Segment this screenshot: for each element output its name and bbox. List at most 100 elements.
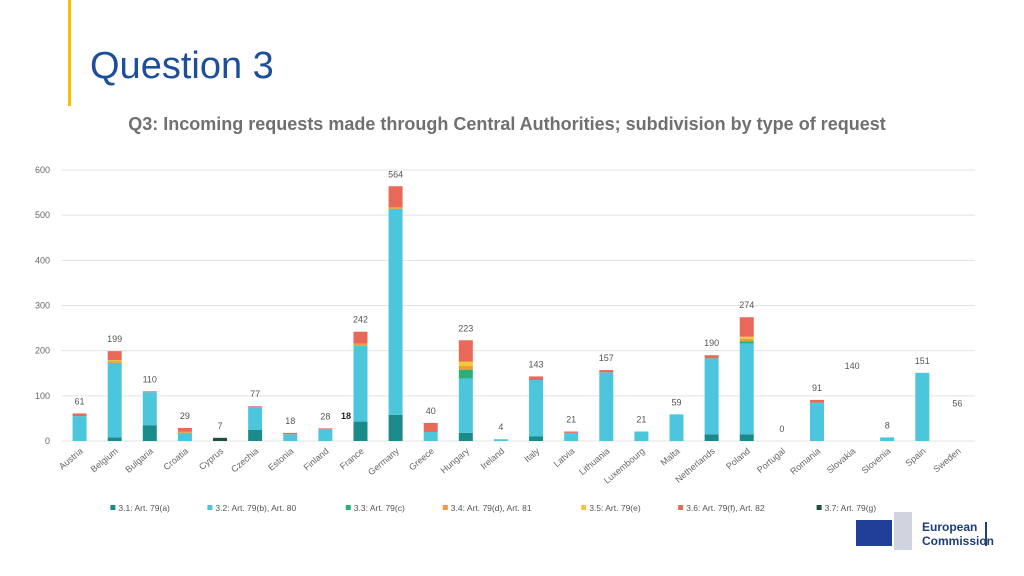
bar-segment [213, 437, 228, 441]
bar-segment [880, 437, 895, 441]
legend-swatch [678, 505, 684, 510]
bar-segment [739, 336, 754, 339]
x-tick-label: Finland [302, 446, 331, 473]
x-tick-label: Lithuania [577, 446, 611, 477]
x-tick-label: Slovenia [860, 446, 893, 476]
bar-segment [529, 436, 544, 441]
bar-segment [388, 208, 403, 415]
bar-segment [739, 317, 754, 337]
total-label: 140 [845, 361, 860, 371]
bar-segment [423, 422, 438, 432]
bar-segment [318, 428, 333, 430]
total-label: 21 [566, 415, 576, 425]
x-tick-label: Ireland [479, 446, 507, 471]
x-tick-label: Spain [904, 446, 928, 468]
bar-segment [388, 207, 403, 209]
total-label: 29 [180, 411, 190, 421]
x-tick-label: Croatia [162, 446, 191, 472]
x-tick-label: Cyprus [197, 446, 226, 472]
logo-rule [985, 522, 987, 546]
bar-segment [704, 355, 719, 359]
x-tick-label: Poland [724, 446, 752, 472]
x-tick-label: Romania [788, 446, 822, 477]
total-label: 157 [599, 353, 614, 363]
bar-segment [739, 338, 754, 342]
x-tick-label: Belgium [89, 446, 120, 475]
x-tick-label: Hungary [439, 446, 472, 476]
total-label: 56 [952, 399, 962, 409]
x-tick-label: Malta [659, 446, 682, 468]
bar-segment [529, 376, 544, 381]
x-tick-label: France [338, 446, 366, 472]
x-tick-label: Latvia [552, 446, 577, 469]
bar-segment [177, 432, 192, 441]
total-label: 61 [75, 396, 85, 406]
x-tick-label: Czechia [229, 446, 260, 475]
legend-swatch [345, 505, 351, 510]
bar-segment [458, 366, 473, 370]
y-tick-label: 200 [35, 346, 50, 356]
bar-segment [142, 392, 157, 426]
total-label: 0 [779, 424, 784, 434]
bar-segment [458, 432, 473, 441]
y-tick-label: 600 [35, 165, 50, 175]
bar-segment [107, 437, 122, 441]
bar-segment [283, 432, 298, 435]
logo-building [894, 512, 912, 550]
x-tick-label: Greece [407, 446, 436, 473]
total-label: 59 [672, 397, 682, 407]
bar-segment [248, 429, 263, 441]
bar-segment [704, 434, 719, 441]
eu-flag [856, 520, 892, 546]
total-label: 28 [320, 411, 330, 421]
chart-title: Q3: Incoming requests made through Centr… [128, 114, 886, 134]
total-label: 242 [353, 315, 368, 325]
bar-segment [809, 402, 824, 441]
bar-segment [458, 369, 473, 379]
y-tick-label: 100 [35, 391, 50, 401]
total-label: 190 [704, 338, 719, 348]
annotation: 18 [341, 411, 351, 421]
total-label: 77 [250, 389, 260, 399]
bar-segment [564, 431, 579, 433]
bar-segment [177, 427, 192, 432]
total-label: 151 [915, 356, 930, 366]
y-tick-label: 400 [35, 255, 50, 265]
legend-label: 3.7: Art. 79(g) [825, 503, 877, 513]
x-tick-label: Portugal [755, 446, 787, 475]
x-tick-label: Estonia [266, 446, 295, 473]
legend-label: 3.4: Art. 79(d), Art. 81 [451, 503, 532, 513]
x-tick-label: Austria [57, 446, 85, 472]
bar-segment [107, 361, 122, 363]
bar-segment [564, 432, 579, 441]
x-tick-label: Sweden [931, 446, 962, 475]
bar-segment [72, 413, 87, 417]
total-label: 110 [143, 374, 157, 384]
legend-swatch [442, 505, 448, 510]
bar-segment [353, 421, 368, 441]
bar-segment [458, 340, 473, 362]
bar-segment [353, 343, 368, 346]
x-tick-label: Bulgaria [123, 446, 155, 475]
bar-segment [458, 378, 473, 433]
y-tick-label: 300 [35, 301, 50, 311]
bar-segment [248, 407, 263, 430]
x-tick-label: Slovakia [825, 446, 857, 476]
bar-segment [599, 372, 614, 441]
bar-segment [493, 439, 508, 441]
legend-swatch [207, 505, 213, 510]
y-tick-label: 500 [35, 210, 50, 220]
logo-text: Commission [922, 534, 994, 548]
bar-segment [318, 429, 333, 441]
total-label: 143 [529, 359, 544, 369]
legend-label: 3.5: Art. 79(e) [589, 503, 641, 513]
legend-swatch [581, 505, 587, 510]
bar-segment [634, 431, 649, 441]
bar-segment [739, 343, 754, 435]
bar-segment [388, 414, 403, 441]
bar-segment [388, 186, 403, 208]
bar-segment [809, 399, 824, 403]
eu-logo: European Commission [856, 512, 994, 550]
